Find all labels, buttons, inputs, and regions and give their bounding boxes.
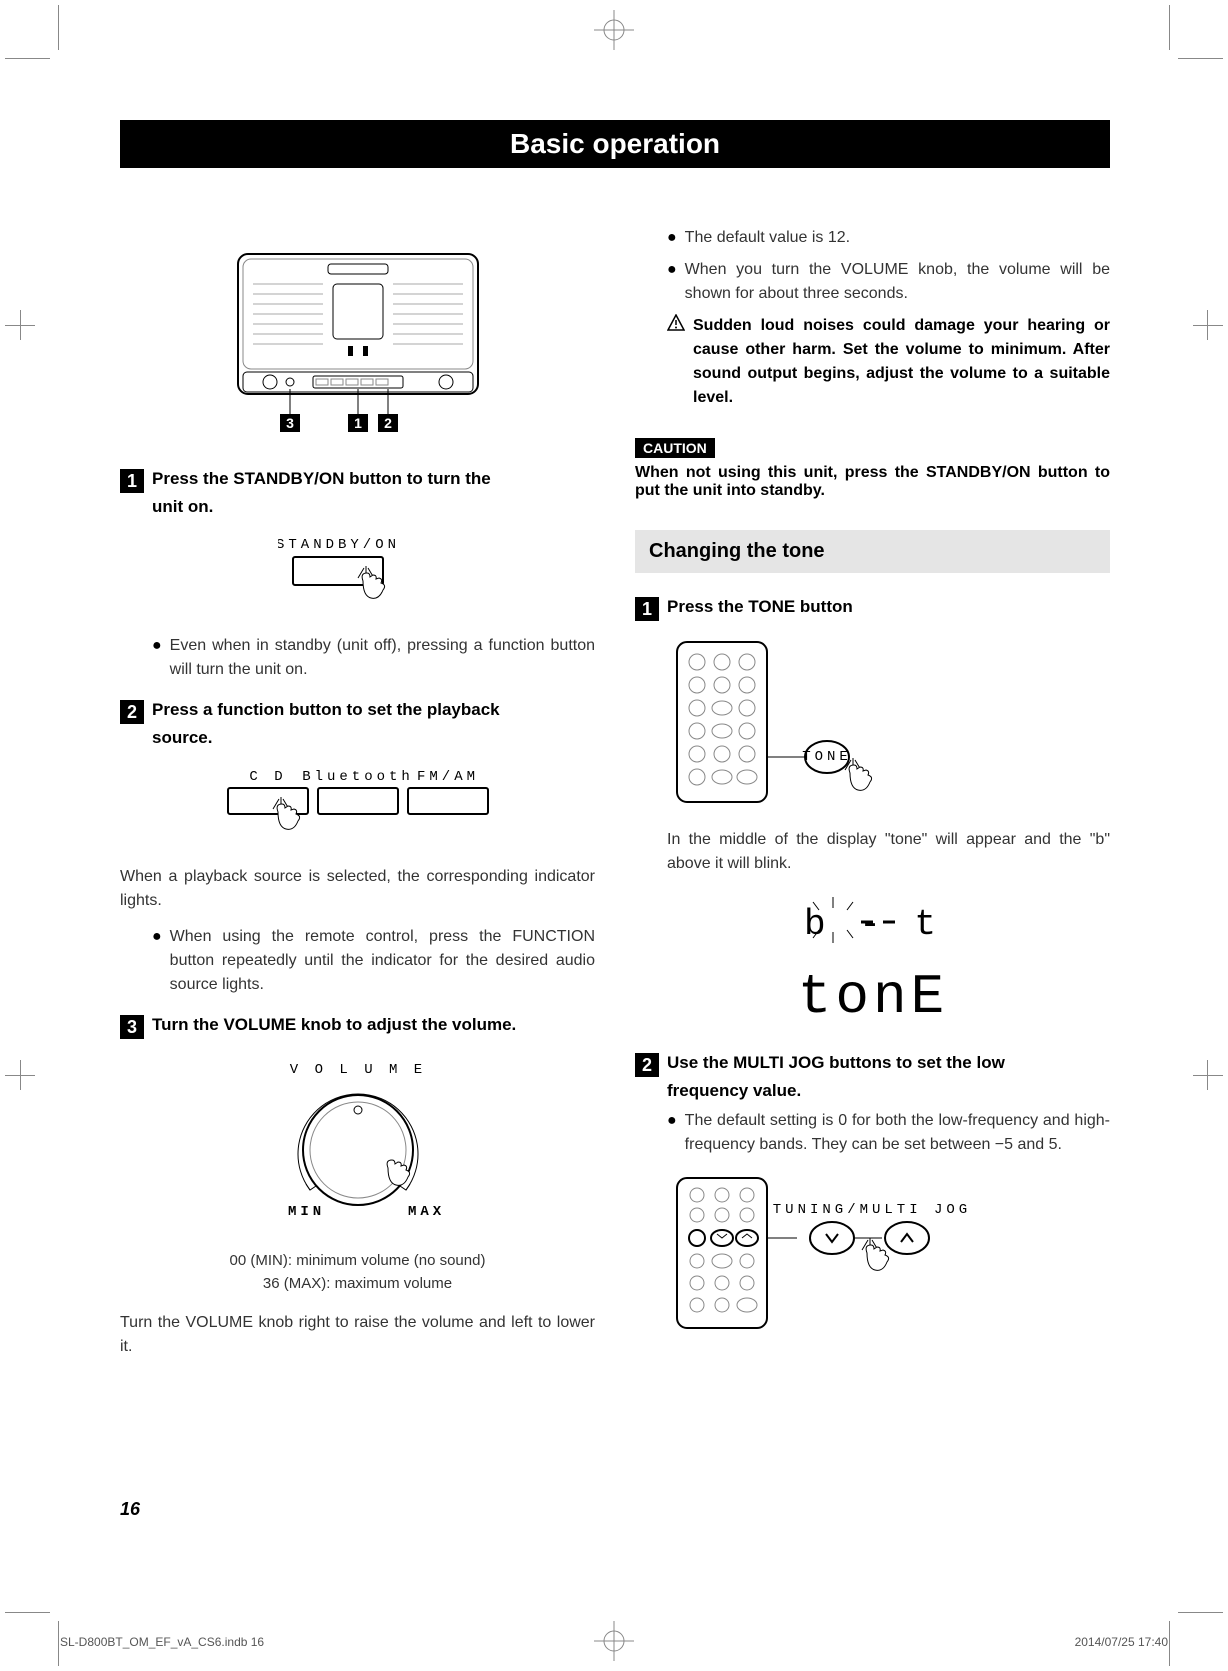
step-title-cont: source. [152, 728, 595, 748]
page-title: Basic operation [120, 120, 1110, 168]
svg-text:MAX: MAX [408, 1204, 445, 1220]
footer-timestamp: 2014/07/25 17:40 [1075, 1635, 1168, 1649]
subsection-title: Changing the tone [635, 530, 1110, 573]
svg-text:b - t: b - t [803, 904, 941, 945]
remote-tone-illustration: TONE [667, 637, 1110, 812]
hand-press-icon [862, 1238, 889, 1270]
right-column: ●The default value is 12. ●When you turn… [635, 218, 1110, 1371]
warning: Sudden loud noises could damage your hea… [667, 314, 1110, 410]
step-title: Press the TONE button [667, 597, 853, 616]
step-title: Turn the VOLUME knob to adjust the volum… [152, 1015, 516, 1034]
footer-filename: SL-D800BT_OM_EF_vA_CS6.indb 16 [60, 1635, 264, 1649]
step-title-cont: frequency value. [667, 1081, 1110, 1101]
step-number: 2 [120, 700, 144, 724]
bullet: ●When you turn the VOLUME knob, the volu… [667, 258, 1110, 306]
step-title: Press the STANDBY/ON button to turn the [152, 469, 491, 488]
svg-text:STANDBY/ON: STANDBY/ON [278, 537, 400, 553]
standby-button-illustration: STANDBY/ON [120, 533, 595, 618]
svg-text:2: 2 [384, 415, 392, 431]
svg-text:1: 1 [354, 415, 362, 431]
volume-knob-illustration: V O L U M E MIN MAX 00 (MIN): minimum vo… [120, 1055, 595, 1295]
step-number: 3 [120, 1015, 144, 1039]
caution-block: CAUTION When not using this unit, press … [635, 438, 1110, 500]
svg-text:MIN: MIN [288, 1204, 325, 1220]
left-column: 3 1 2 1 Press the STANDBY/ON button to tu… [120, 218, 595, 1371]
page-number: 16 [120, 1499, 140, 1520]
tone-step-1: 1 Press the TONE button [635, 597, 1110, 621]
tone-display-illustration: b - t tonE [635, 892, 1110, 1037]
bullet: ●The default value is 12. [667, 226, 1110, 250]
registration-mark-icon [594, 1621, 634, 1661]
volume-min-caption: 00 (MIN): minimum volume (no sound) [120, 1250, 595, 1273]
tone-step-2: 2 Use the MULTI JOG buttons to set the lo… [635, 1053, 1110, 1101]
page-content: Basic operation [120, 120, 1110, 1520]
svg-text:tonE: tonE [797, 965, 947, 1029]
svg-text:3: 3 [286, 415, 294, 431]
function-buttons-illustration: C D Bluetooth FM/AM [120, 764, 595, 849]
hand-press-icon [845, 758, 872, 790]
volume-max-caption: 36 (MAX): maximum volume [120, 1273, 595, 1296]
device-illustration: 3 1 2 [120, 234, 595, 439]
svg-text:Bluetooth: Bluetooth [302, 769, 414, 785]
svg-text:C D: C D [249, 769, 286, 785]
step-number: 2 [635, 1053, 659, 1077]
step-number: 1 [635, 597, 659, 621]
hand-turn-icon [387, 1160, 410, 1185]
svg-text:TUNING/MULTI JOG: TUNING/MULTI JOG [773, 1202, 967, 1218]
caution-label: CAUTION [635, 438, 715, 458]
step-title: Press a function button to set the playb… [152, 700, 500, 719]
caution-text: When not using this unit, press the STAN… [635, 464, 1110, 500]
svg-text:V O L U M E: V O L U M E [289, 1062, 425, 1078]
bullet: ●The default setting is 0 for both the l… [667, 1109, 1110, 1157]
warning-icon [667, 314, 685, 410]
step-title-cont: unit on. [152, 497, 595, 517]
registration-mark-icon [594, 10, 634, 50]
step-3: 3 Turn the VOLUME knob to adjust the volu… [120, 1015, 595, 1039]
hand-press-icon [358, 566, 385, 598]
step-title: Use the MULTI JOG buttons to set the low [667, 1053, 1005, 1072]
note-text: Turn the VOLUME knob right to raise the … [120, 1311, 595, 1359]
step-1: 1 Press the STANDBY/ON button to turn the… [120, 469, 595, 517]
svg-text:FM/AM: FM/AM [416, 769, 478, 785]
svg-text:TONE: TONE [802, 749, 852, 765]
bullet: ●When using the remote control, press th… [152, 925, 595, 997]
remote-jog-illustration: TUNING/MULTI JOG [667, 1173, 1110, 1338]
bullet: ●Even when in standby (unit off), pressi… [152, 634, 595, 682]
note-text: In the middle of the display "tone" will… [667, 828, 1110, 876]
note-text: When a playback source is selected, the … [120, 865, 595, 913]
step-number: 1 [120, 469, 144, 493]
step-2: 2 Press a function button to set the play… [120, 700, 595, 748]
